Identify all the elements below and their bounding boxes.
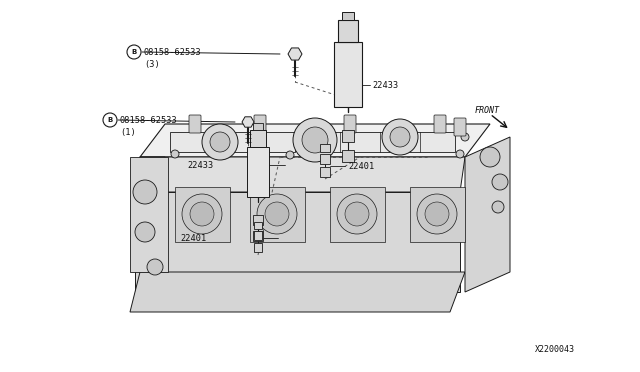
FancyBboxPatch shape: [344, 115, 356, 133]
FancyBboxPatch shape: [189, 115, 201, 133]
Polygon shape: [242, 117, 254, 127]
Polygon shape: [320, 154, 330, 164]
Text: (1): (1): [120, 128, 136, 137]
Polygon shape: [130, 157, 168, 272]
Circle shape: [286, 151, 294, 159]
Polygon shape: [250, 187, 305, 242]
Polygon shape: [253, 215, 263, 225]
Circle shape: [257, 194, 297, 234]
Polygon shape: [130, 272, 465, 312]
Text: 22401: 22401: [348, 161, 374, 170]
Circle shape: [265, 202, 289, 226]
Polygon shape: [342, 130, 354, 142]
Polygon shape: [465, 137, 510, 292]
Circle shape: [202, 124, 238, 160]
Circle shape: [190, 202, 214, 226]
FancyBboxPatch shape: [454, 118, 466, 136]
Polygon shape: [250, 130, 266, 147]
Polygon shape: [338, 20, 358, 42]
Polygon shape: [247, 147, 269, 197]
Text: 22401: 22401: [180, 234, 206, 243]
Circle shape: [461, 133, 469, 141]
Polygon shape: [175, 187, 230, 242]
Circle shape: [456, 150, 464, 158]
Text: (3): (3): [144, 60, 160, 68]
Text: 22433: 22433: [187, 160, 213, 170]
Circle shape: [302, 127, 328, 153]
Text: B: B: [108, 117, 113, 123]
Polygon shape: [253, 231, 263, 241]
FancyBboxPatch shape: [254, 115, 266, 133]
Polygon shape: [288, 48, 302, 60]
Polygon shape: [254, 231, 262, 240]
Text: X2200043: X2200043: [535, 346, 575, 355]
Circle shape: [210, 132, 230, 152]
Circle shape: [135, 222, 155, 242]
Circle shape: [127, 45, 141, 59]
Polygon shape: [330, 187, 385, 242]
Polygon shape: [300, 132, 455, 152]
Polygon shape: [342, 150, 354, 162]
Circle shape: [492, 201, 504, 213]
Polygon shape: [253, 123, 263, 130]
Circle shape: [293, 118, 337, 162]
Text: B: B: [131, 49, 136, 55]
Polygon shape: [320, 144, 330, 152]
Circle shape: [382, 119, 418, 155]
Polygon shape: [320, 167, 330, 177]
Polygon shape: [140, 124, 490, 157]
Circle shape: [182, 194, 222, 234]
Polygon shape: [334, 42, 362, 107]
Circle shape: [171, 150, 179, 158]
Text: 08158-62533: 08158-62533: [120, 115, 178, 125]
Polygon shape: [170, 132, 295, 152]
Text: FRONT: FRONT: [475, 106, 500, 115]
Polygon shape: [254, 222, 262, 229]
Circle shape: [345, 202, 369, 226]
Polygon shape: [410, 187, 465, 242]
Polygon shape: [135, 192, 460, 292]
Circle shape: [492, 174, 508, 190]
Polygon shape: [135, 157, 465, 192]
Polygon shape: [140, 157, 165, 272]
Text: 08158-62533: 08158-62533: [144, 48, 202, 57]
Text: 22433: 22433: [372, 80, 398, 90]
Circle shape: [147, 259, 163, 275]
Polygon shape: [254, 243, 262, 252]
Circle shape: [390, 127, 410, 147]
Circle shape: [133, 180, 157, 204]
Circle shape: [480, 147, 500, 167]
FancyBboxPatch shape: [434, 115, 446, 133]
Circle shape: [425, 202, 449, 226]
Circle shape: [337, 194, 377, 234]
Polygon shape: [342, 12, 354, 20]
Circle shape: [103, 113, 117, 127]
Circle shape: [417, 194, 457, 234]
